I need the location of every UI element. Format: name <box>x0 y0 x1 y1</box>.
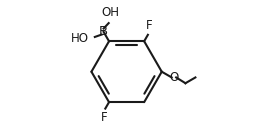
Text: B: B <box>99 25 108 38</box>
Text: O: O <box>169 71 179 84</box>
Text: F: F <box>145 19 152 32</box>
Text: F: F <box>101 111 108 124</box>
Text: HO: HO <box>70 32 88 45</box>
Text: OH: OH <box>101 6 119 19</box>
